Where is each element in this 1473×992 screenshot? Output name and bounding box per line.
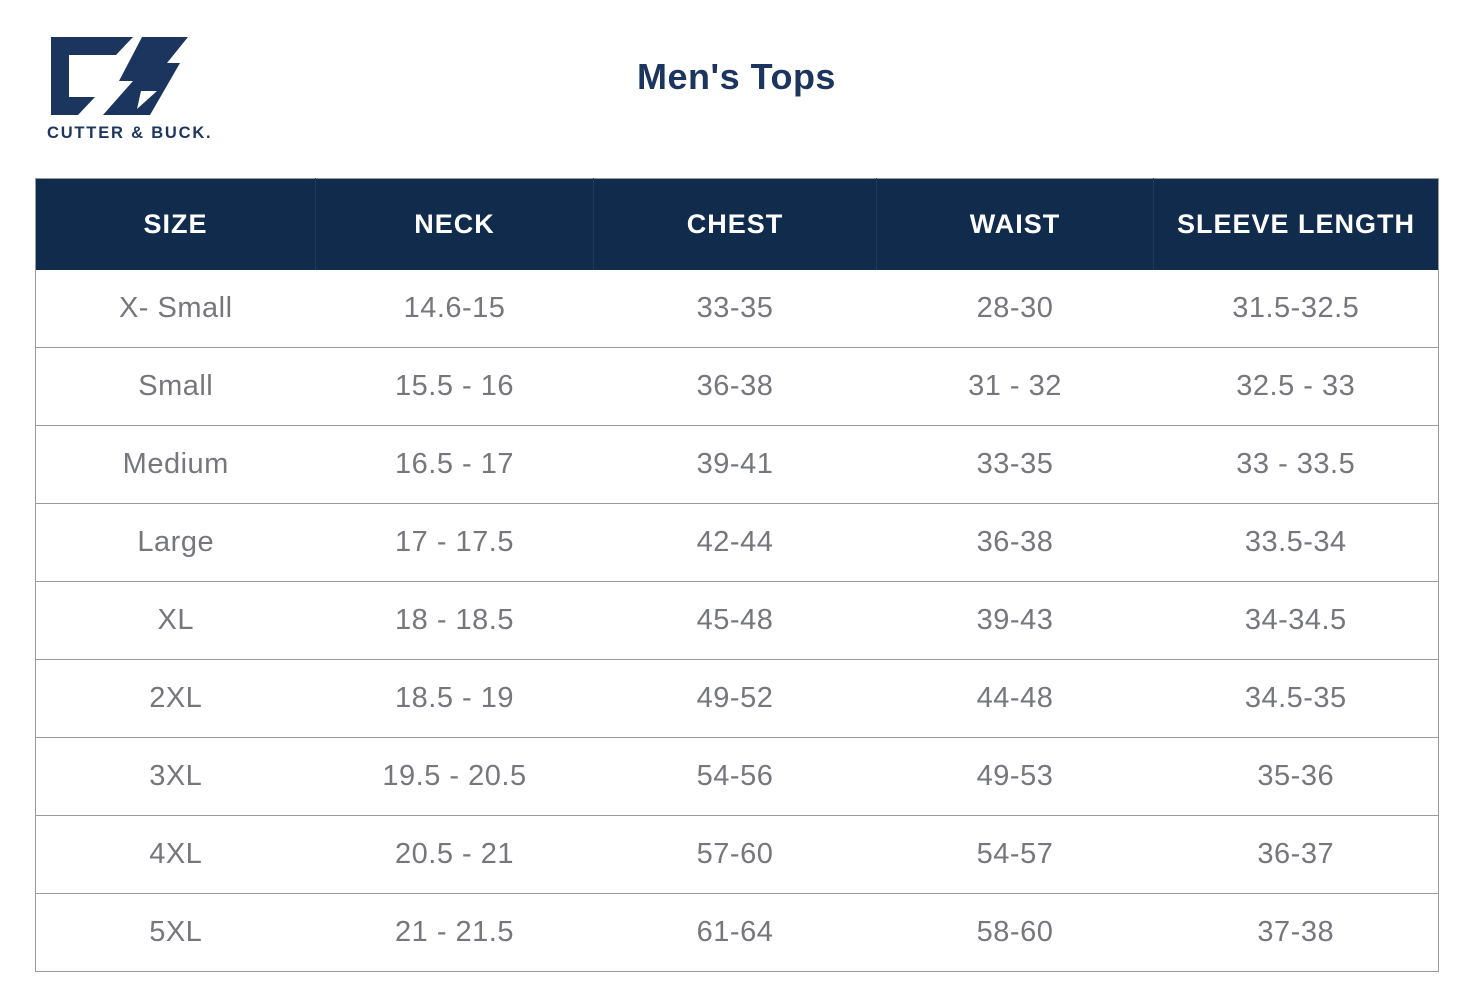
size-chart-table: SIZE NECK CHEST WAIST SLEEVE LENGTH X- S… [35, 178, 1439, 972]
table-cell: 15.5 - 16 [315, 347, 594, 426]
column-header-waist: WAIST [876, 178, 1154, 270]
column-header-neck: NECK [315, 178, 594, 270]
cutter-buck-cb-monogram-icon [51, 37, 188, 115]
page-title: Men's Tops [637, 56, 836, 97]
table-cell: 39-43 [876, 581, 1154, 660]
table-cell: 49-53 [876, 737, 1154, 816]
table-cell: 36-37 [1153, 815, 1439, 894]
table-cell: 21 - 21.5 [315, 893, 594, 972]
table-cell: 17 - 17.5 [315, 503, 594, 582]
table-cell: 36-38 [593, 347, 877, 426]
row-size-label: 5XL [35, 893, 316, 972]
table-cell: 39-41 [593, 425, 877, 504]
row-size-label: XL [35, 581, 316, 660]
table-cell: 34.5-35 [1153, 659, 1439, 738]
table-cell: 57-60 [593, 815, 877, 894]
row-size-label: 2XL [35, 659, 316, 738]
table-cell: 45-48 [593, 581, 877, 660]
table-cell: 18.5 - 19 [315, 659, 594, 738]
column-header-chest: CHEST [593, 178, 877, 270]
table-cell: 31 - 32 [876, 347, 1154, 426]
table-cell: 36-38 [876, 503, 1154, 582]
table-cell: 49-52 [593, 659, 877, 738]
table-row: Small 15.5 - 16 36-38 31 - 32 32.5 - 33 [35, 347, 1439, 426]
row-size-label: X- Small [35, 270, 316, 348]
table-row: 2XL 18.5 - 19 49-52 44-48 34.5-35 [35, 659, 1439, 738]
table-cell: 18 - 18.5 [315, 581, 594, 660]
row-size-label: Large [35, 503, 316, 582]
table-row: X- Small 14.6-15 33-35 28-30 31.5-32.5 [35, 270, 1439, 348]
row-size-label: Medium [35, 425, 316, 504]
table-row: Large 17 - 17.5 42-44 36-38 33.5-34 [35, 503, 1439, 582]
table-cell: 16.5 - 17 [315, 425, 594, 504]
table-cell: 20.5 - 21 [315, 815, 594, 894]
table-cell: 44-48 [876, 659, 1154, 738]
table-cell: 54-57 [876, 815, 1154, 894]
table-cell: 14.6-15 [315, 270, 594, 348]
table-row: XL 18 - 18.5 45-48 39-43 34-34.5 [35, 581, 1439, 660]
table-cell: 61-64 [593, 893, 877, 972]
table-cell: 33-35 [876, 425, 1154, 504]
column-header-sleeve-length: SLEEVE LENGTH [1153, 178, 1439, 270]
table-cell: 32.5 - 33 [1153, 347, 1439, 426]
table-row: 5XL 21 - 21.5 61-64 58-60 37-38 [35, 893, 1439, 972]
column-header-size: SIZE [35, 178, 316, 270]
brand-logo: CUTTER & BUCK. [47, 34, 213, 143]
table-cell: 37-38 [1153, 893, 1439, 972]
table-cell: 28-30 [876, 270, 1154, 348]
table-cell: 58-60 [876, 893, 1154, 972]
table-cell: 54-56 [593, 737, 877, 816]
table-cell: 31.5-32.5 [1153, 270, 1439, 348]
row-size-label: 3XL [35, 737, 316, 816]
table-cell: 34-34.5 [1153, 581, 1439, 660]
table-cell: 35-36 [1153, 737, 1439, 816]
table-row: Medium 16.5 - 17 39-41 33-35 33 - 33.5 [35, 425, 1439, 504]
header-row: SIZE NECK CHEST WAIST SLEEVE LENGTH [35, 178, 1439, 270]
table-cell: 33 - 33.5 [1153, 425, 1439, 504]
table-row: 4XL 20.5 - 21 57-60 54-57 36-37 [35, 815, 1439, 894]
brand-wordmark: CUTTER & BUCK. [47, 124, 213, 142]
row-size-label: 4XL [35, 815, 316, 894]
table-cell: 33-35 [593, 270, 877, 348]
table-cell: 42-44 [593, 503, 877, 582]
table-cell: 33.5-34 [1153, 503, 1439, 582]
table-cell: 19.5 - 20.5 [315, 737, 594, 816]
table-row: 3XL 19.5 - 20.5 54-56 49-53 35-36 [35, 737, 1439, 816]
row-size-label: Small [35, 347, 316, 426]
